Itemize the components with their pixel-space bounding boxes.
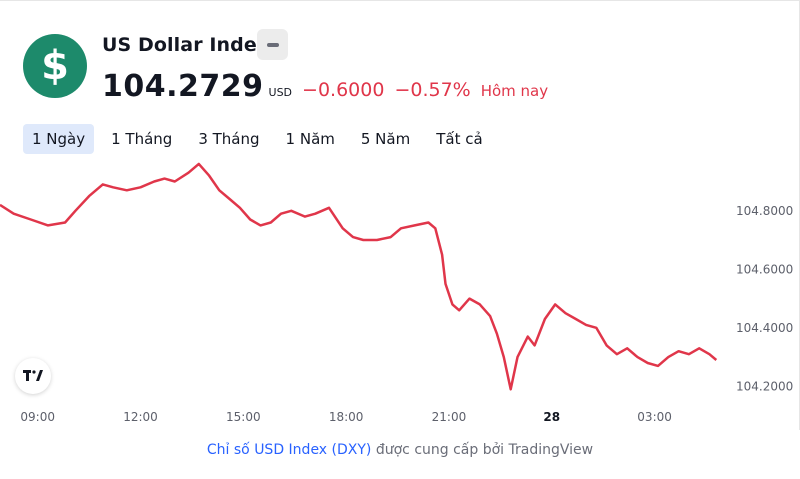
tradingview-glyph <box>23 370 43 381</box>
x-tick-label: 28 <box>543 410 560 424</box>
price-line-series-0 <box>0 162 718 391</box>
attribution: Chỉ số USD Index (DXY) được cung cấp bởi… <box>0 442 800 458</box>
price-chart[interactable]: 104.8000 104.6000 104.4000 104.2000 09:00 12:… <box>0 161 800 431</box>
tab-1-day[interactable]: 1 Ngày <box>23 124 95 154</box>
y-tick-label: 104.2000 <box>736 379 793 393</box>
attribution-text: được cung cấp bởi TradingView <box>371 442 594 458</box>
last-price: 104.2729 <box>102 69 264 104</box>
currency-label: USD <box>268 86 293 99</box>
symbol-widget: $ US Dollar Index 104.2729 USD −0.6000 −… <box>0 0 800 430</box>
y-tick-label: 104.8000 <box>736 204 793 218</box>
range-tabs: 1 Ngày 1 Tháng 3 Tháng 1 Năm 5 Năm Tất c… <box>23 123 500 155</box>
minus-icon <box>266 42 279 47</box>
symbol-title[interactable]: US Dollar Index <box>102 34 270 56</box>
y-tick-label: 104.4000 <box>736 321 793 335</box>
dxy-link[interactable]: Chỉ số USD Index (DXY) <box>206 442 372 458</box>
price-change-percent: −0.57% <box>394 79 471 101</box>
dollar-logo-icon: $ <box>23 34 87 98</box>
tab-1-year[interactable]: 1 Năm <box>285 130 335 148</box>
x-tick-label: 12:00 <box>123 410 158 424</box>
tradingview-logo-icon[interactable] <box>15 358 51 394</box>
x-tick-label: 18:00 <box>329 410 364 424</box>
x-tick-label: 15:00 <box>226 410 261 424</box>
x-tick-label: 21:00 <box>432 410 467 424</box>
price-row: 104.2729 USD −0.6000 −0.57% Hôm nay <box>102 69 548 104</box>
price-change: −0.6000 <box>302 79 385 101</box>
more-menu-button[interactable] <box>257 29 288 60</box>
tab-3-months[interactable]: 3 Tháng <box>198 130 260 148</box>
x-tick-label: 09:00 <box>20 410 55 424</box>
x-tick-label: 03:00 <box>637 410 672 424</box>
logo-symbol: $ <box>41 43 69 89</box>
tab-5-years[interactable]: 5 Năm <box>360 130 411 148</box>
tab-all[interactable]: Tất cả <box>436 130 483 148</box>
tab-1-month[interactable]: 1 Tháng <box>111 130 173 148</box>
period-label: Hôm nay <box>480 82 549 100</box>
y-tick-label: 104.6000 <box>736 262 793 276</box>
